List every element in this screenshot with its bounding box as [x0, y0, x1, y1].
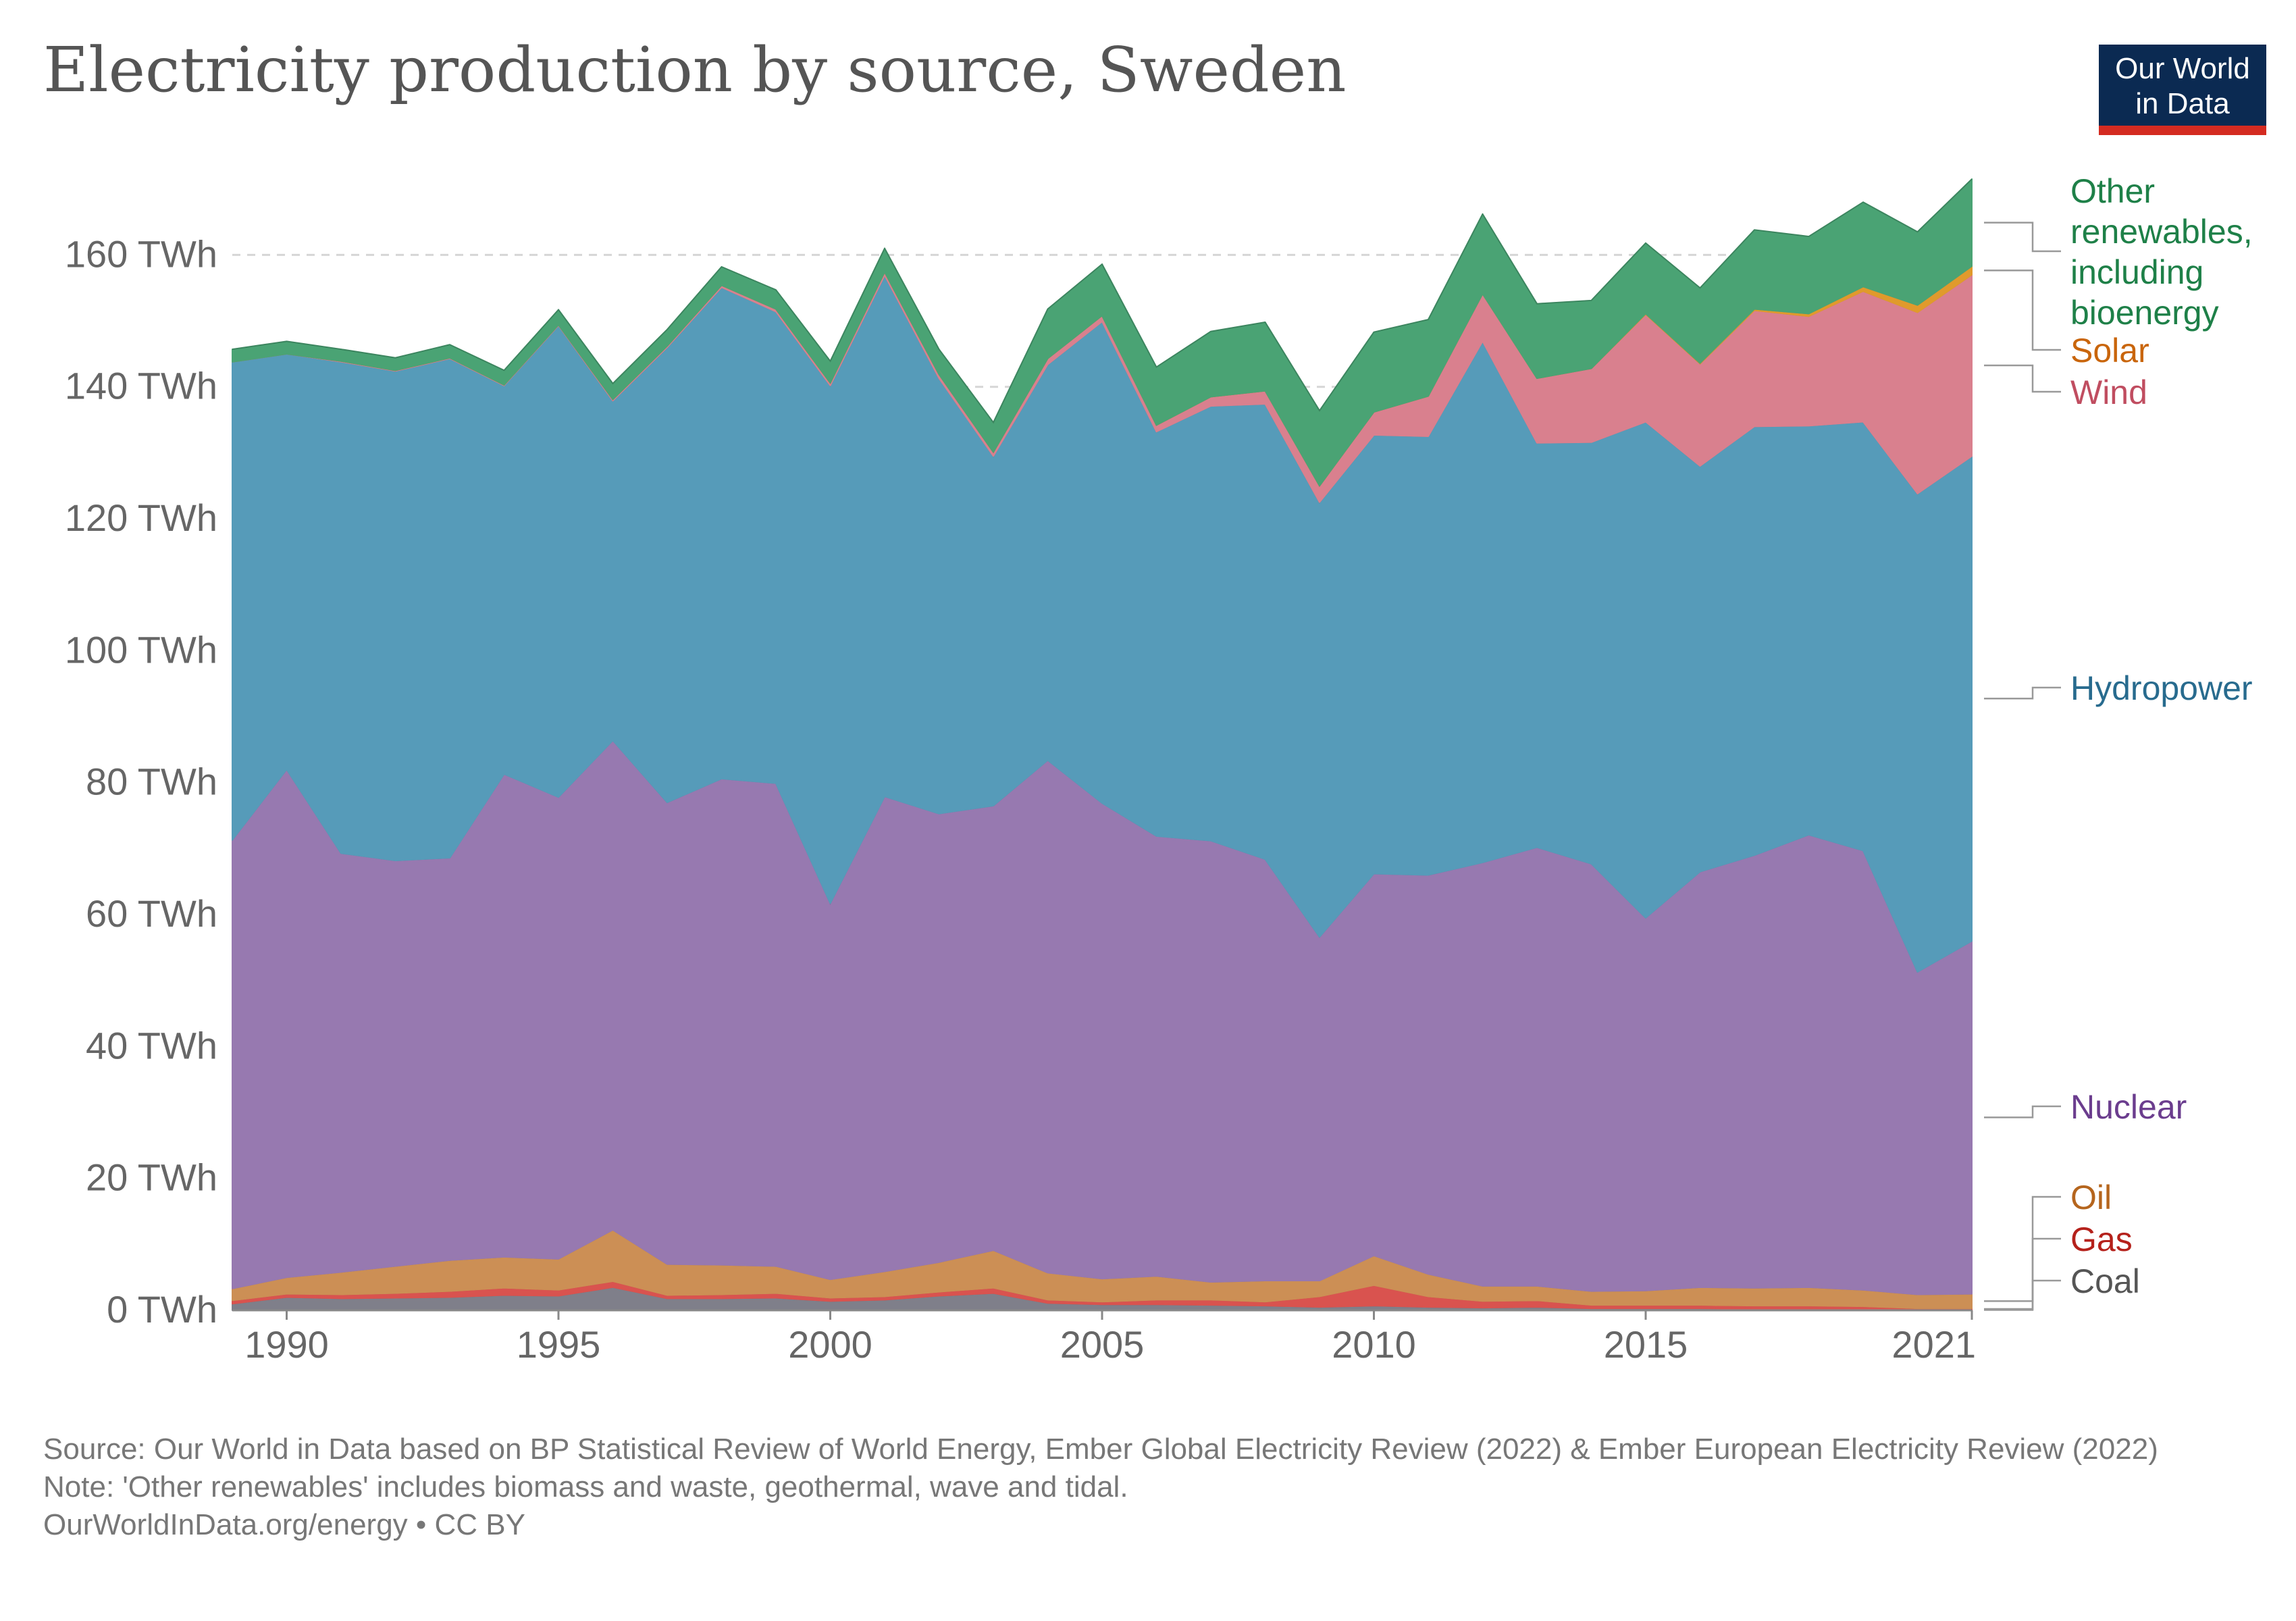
series-label[interactable]: bioenergy — [2070, 294, 2219, 332]
label-leader-line — [1984, 1105, 2061, 1118]
logo-line-2: in Data — [2135, 87, 2230, 120]
series-label[interactable]: including — [2070, 253, 2203, 291]
x-tick-label: 2021 — [1891, 1323, 1976, 1366]
y-tick-label: 160 TWh — [65, 232, 217, 275]
definition-note: Note: 'Other renewables' includes biomas… — [43, 1470, 1128, 1503]
area-edge — [232, 178, 1973, 424]
label-leader-line — [1984, 1195, 2061, 1302]
x-tick-label: 1995 — [517, 1323, 601, 1366]
series-label[interactable]: Solar — [2070, 332, 2149, 369]
y-tick-label: 80 TWh — [86, 761, 217, 803]
footer-link[interactable]: OurWorldInData.org/energy • CC BY — [43, 1508, 525, 1541]
series-label[interactable]: Hydropower — [2070, 669, 2253, 707]
y-tick-label: 120 TWh — [65, 496, 217, 539]
y-tick-label: 0 TWh — [107, 1288, 217, 1331]
x-tick-label: 2005 — [1060, 1323, 1145, 1366]
series-label[interactable]: Gas — [2070, 1220, 2133, 1258]
logo-accent-bar — [2099, 126, 2266, 135]
series-label[interactable]: Nuclear — [2070, 1088, 2187, 1126]
y-tick-label: 100 TWh — [65, 628, 217, 671]
chart-areas — [232, 178, 1973, 1311]
label-leader-line — [1984, 269, 2061, 351]
y-tick-label: 60 TWh — [86, 892, 217, 935]
x-axis: 1990 1995 2000 2005 2010 2015 2021 — [232, 1309, 1976, 1366]
series-label[interactable]: Coal — [2070, 1262, 2140, 1300]
area-other-renewables[interactable] — [232, 178, 1973, 487]
x-tick-label: 2015 — [1604, 1323, 1688, 1366]
chart-title: Electricity production by source, Sweden — [43, 34, 1347, 106]
owid-logo[interactable]: Our World in Data — [2099, 45, 2266, 135]
label-leader-line — [1984, 364, 2061, 393]
label-leader-line — [1984, 1237, 2061, 1310]
series-label[interactable]: Other — [2070, 172, 2155, 210]
series-label[interactable]: renewables, — [2070, 213, 2253, 251]
series-label[interactable]: Oil — [2070, 1179, 2112, 1216]
label-leader-line — [1984, 686, 2061, 700]
y-tick-label: 20 TWh — [86, 1156, 217, 1199]
footer: Source: Our World in Data based on BP St… — [43, 1431, 2204, 1544]
y-tick-label: 40 TWh — [86, 1024, 217, 1066]
logo-line-1: Our World — [2115, 52, 2250, 85]
y-tick-label: 140 TWh — [65, 365, 217, 407]
source-note: Source: Our World in Data based on BP St… — [43, 1433, 2158, 1466]
label-leader-line — [1984, 222, 2061, 253]
label-leader-line — [1984, 1279, 2061, 1311]
x-tick-label: 2010 — [1332, 1323, 1416, 1366]
series-label[interactable]: Wind — [2070, 374, 2147, 411]
x-tick-label: 2000 — [788, 1323, 872, 1366]
x-tick-label: 1990 — [244, 1323, 329, 1366]
y-axis: 0 TWh 20 TWh 40 TWh 60 TWh 80 TWh 100 TWh 120 … — [65, 232, 217, 1331]
